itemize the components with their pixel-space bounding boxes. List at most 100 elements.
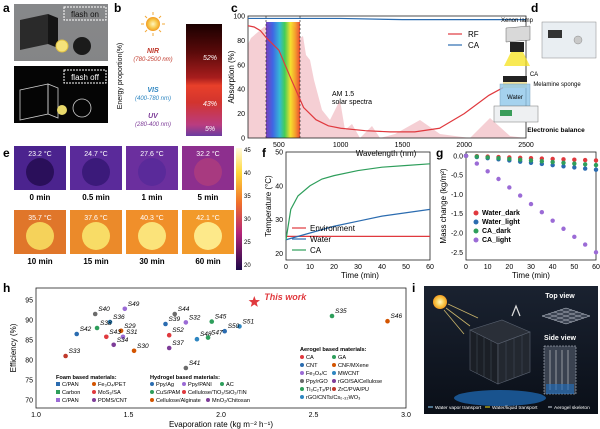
h-point	[183, 365, 189, 371]
h-point	[172, 311, 178, 317]
water-label: Water	[507, 95, 523, 101]
legend-water-dark: Water_dark	[482, 210, 520, 217]
g-point-CA_dark	[474, 154, 480, 159]
h-point-label: S35	[335, 308, 347, 315]
h-xticks: 1.0 1.5 2.0 2.5 3.0	[31, 412, 411, 419]
thermal-tile: 32.2 °C 5 min	[182, 146, 234, 202]
xtick: 3.0	[401, 412, 411, 419]
thermal-tile: 35.7 °C 10 min	[14, 210, 66, 266]
g-point-CA_dark	[550, 159, 555, 165]
g-legend: Water_dark Water_light CA_dark CA_light	[473, 210, 521, 244]
ytick: 20	[275, 251, 283, 258]
colorbar-tick: 30	[244, 217, 251, 223]
h-point-label: S51	[243, 318, 255, 325]
this-work-star	[248, 296, 261, 307]
c-ylabel: Absorption (%)	[227, 50, 236, 103]
h-point-label: S40	[98, 306, 110, 313]
series-ca-line	[248, 17, 526, 21]
sample-spot	[138, 222, 166, 250]
d-ca-label: CA	[530, 72, 538, 78]
am15-spectrum	[248, 22, 525, 138]
ytick: -2.0	[451, 231, 463, 238]
h-point	[329, 313, 335, 319]
tile-time-label: 0.5 min	[82, 193, 110, 202]
ytick: 60	[237, 62, 245, 69]
aerogel-item: rGO/CNTs/Cs₀.₃₂WO₃	[306, 395, 360, 401]
this-work-label: This work	[264, 292, 307, 302]
f-yticks: 20 30 40 50	[275, 150, 283, 258]
legend-ca: CA	[310, 246, 322, 255]
xtick: 10	[306, 264, 314, 271]
g-point-CA_light	[539, 209, 545, 215]
legend-environment: Environment	[310, 224, 356, 233]
ytick: 30	[275, 217, 283, 224]
ytick: 20	[237, 111, 245, 118]
aerogel-legend: Aerogel based materials: CA GA CNT CNF/M…	[300, 347, 382, 401]
legend-vapor: Water vapor transport	[435, 405, 482, 411]
g-point-Water_dark	[572, 157, 577, 162]
panel-label-e: e	[3, 146, 10, 160]
g-point-Water_dark	[550, 156, 555, 162]
panel-label-b: b	[114, 1, 121, 15]
h-point	[163, 321, 168, 327]
tile-temperature: 40.3 °C	[140, 214, 163, 222]
ytick: 70	[25, 398, 33, 405]
xtick: 2.0	[216, 412, 226, 419]
legend-ca-light: CA_light	[482, 237, 511, 244]
f-xlabel: Time (min)	[341, 271, 379, 280]
ytick: 0.0	[453, 153, 463, 160]
am15-label-2: solar spectra	[332, 99, 372, 106]
h-point	[237, 324, 242, 329]
flash-on-label: flash on	[71, 10, 99, 19]
hydrogel-item: Ppy/PANI	[188, 382, 212, 388]
xtick: 1000	[333, 142, 349, 149]
aerogel-item: CNF/MXene	[338, 363, 369, 369]
h-point-label: S49	[128, 301, 140, 308]
visible-band	[266, 22, 300, 138]
colorbar-tick: 35	[244, 194, 251, 200]
aerogel-item: rGO/SA/Cellulose	[338, 379, 382, 385]
panel-label-h: h	[3, 281, 10, 295]
hydrogel-title: Hydrogel based materials:	[150, 375, 220, 381]
tile-time-label: 5 min	[198, 193, 219, 202]
g-axes	[465, 151, 597, 261]
xtick: 2500	[518, 142, 534, 149]
g-point-Water_light	[593, 167, 599, 172]
h-point	[222, 328, 227, 334]
g-point-CA_dark	[582, 162, 588, 167]
g-point-Water_dark	[582, 157, 588, 163]
sample-spot	[82, 222, 110, 250]
band-nir-pct: 52%	[203, 55, 217, 62]
thermal-tile: 37.6 °C 15 min	[70, 210, 122, 266]
sample-spot	[26, 222, 54, 250]
band-vis-pct: 43%	[203, 101, 217, 108]
vapor-arrow	[511, 304, 521, 317]
h-point-label: S45	[215, 314, 227, 321]
ball-sample	[73, 37, 91, 55]
xtick: 40	[549, 264, 557, 271]
ytick: 85	[25, 338, 33, 345]
g-point-CA_dark	[528, 158, 534, 163]
h-point	[74, 331, 79, 337]
flower-icon	[55, 39, 69, 53]
c-yticks: 0 20 40 60 80 100	[233, 14, 245, 143]
legend-water-light: Water_light	[482, 219, 521, 226]
ytick: 40	[275, 183, 283, 190]
h-point-label: S31	[126, 329, 138, 336]
band-nir-name: NIR	[147, 48, 159, 55]
g-point-Water_light	[550, 162, 555, 168]
h-point-label: S46	[391, 313, 403, 320]
panel-label-a: a	[3, 1, 10, 15]
g-point-CA_dark	[572, 161, 577, 166]
tile-temperature: 24.7 °C	[84, 150, 107, 158]
band-nir-range: (780-2500 nm)	[133, 57, 172, 63]
sample-spot	[26, 158, 54, 186]
panel-label-d: d	[531, 1, 538, 15]
i-legend: Water vapor transport Water/liquid trans…	[428, 405, 590, 411]
band-vis-range: (400-780 nm)	[135, 96, 171, 102]
thermal-tile: 27.6 °C 1 min	[126, 146, 178, 202]
h-point-label: S42	[80, 326, 92, 333]
g-point-CA_dark	[593, 162, 599, 168]
h-point	[385, 318, 390, 324]
